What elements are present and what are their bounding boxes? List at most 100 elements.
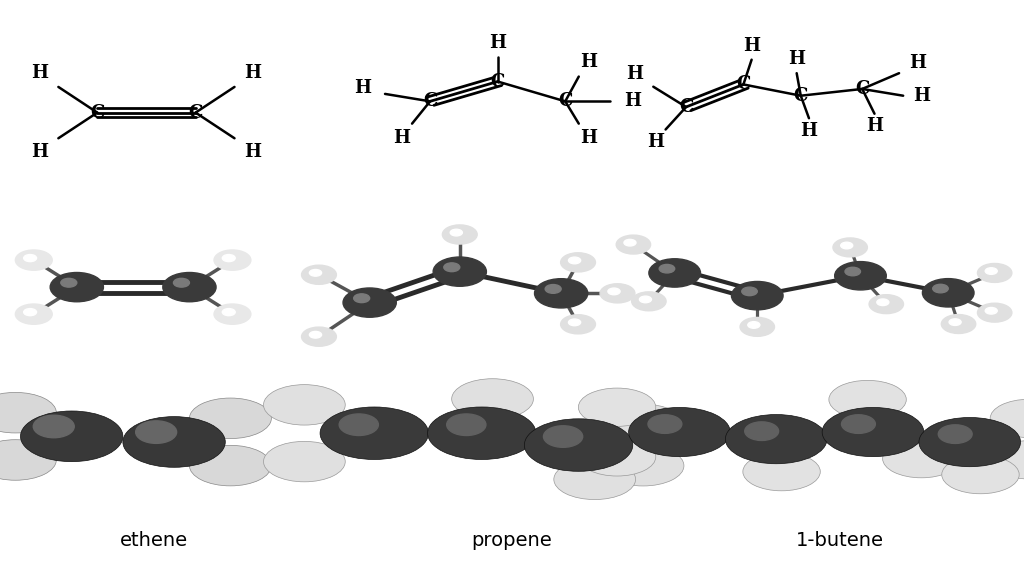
Circle shape bbox=[608, 288, 621, 295]
Ellipse shape bbox=[20, 411, 123, 462]
Circle shape bbox=[353, 294, 370, 303]
Text: C: C bbox=[679, 98, 693, 116]
Circle shape bbox=[50, 272, 103, 302]
Circle shape bbox=[869, 294, 903, 314]
Circle shape bbox=[600, 284, 635, 303]
Text: H: H bbox=[625, 92, 641, 110]
Circle shape bbox=[659, 265, 675, 273]
Circle shape bbox=[740, 318, 774, 336]
Circle shape bbox=[978, 303, 1012, 322]
Circle shape bbox=[731, 282, 783, 310]
Ellipse shape bbox=[554, 459, 636, 499]
Text: H: H bbox=[866, 117, 883, 135]
Circle shape bbox=[624, 239, 636, 246]
Text: H: H bbox=[743, 37, 760, 55]
Circle shape bbox=[941, 315, 976, 333]
Circle shape bbox=[339, 414, 379, 436]
Ellipse shape bbox=[883, 440, 961, 478]
Ellipse shape bbox=[263, 385, 345, 425]
Circle shape bbox=[451, 229, 463, 236]
Text: H: H bbox=[788, 50, 805, 68]
Text: C: C bbox=[423, 92, 437, 110]
Text: H: H bbox=[245, 64, 261, 82]
Ellipse shape bbox=[828, 381, 906, 419]
Circle shape bbox=[845, 267, 860, 276]
Circle shape bbox=[639, 296, 651, 303]
Text: C: C bbox=[90, 104, 104, 122]
Text: 1-butene: 1-butene bbox=[796, 531, 884, 550]
Circle shape bbox=[568, 257, 581, 264]
Circle shape bbox=[632, 292, 666, 311]
Ellipse shape bbox=[919, 418, 1021, 467]
Circle shape bbox=[24, 309, 37, 316]
Circle shape bbox=[222, 309, 236, 316]
Text: H: H bbox=[393, 129, 411, 147]
Circle shape bbox=[135, 421, 176, 444]
Text: H: H bbox=[581, 53, 598, 72]
Circle shape bbox=[842, 415, 876, 434]
Circle shape bbox=[616, 235, 650, 254]
Circle shape bbox=[544, 426, 583, 448]
Text: H: H bbox=[32, 144, 48, 162]
Circle shape bbox=[535, 279, 588, 308]
Circle shape bbox=[214, 250, 251, 270]
Circle shape bbox=[741, 287, 758, 296]
Text: H: H bbox=[801, 122, 817, 140]
Text: H: H bbox=[909, 54, 926, 72]
Circle shape bbox=[744, 422, 778, 440]
Circle shape bbox=[938, 425, 972, 444]
Circle shape bbox=[15, 304, 52, 324]
Ellipse shape bbox=[822, 408, 924, 457]
Text: propene: propene bbox=[472, 531, 552, 550]
Circle shape bbox=[433, 257, 486, 286]
Circle shape bbox=[309, 332, 322, 338]
Ellipse shape bbox=[0, 440, 56, 480]
Ellipse shape bbox=[428, 407, 536, 459]
Circle shape bbox=[222, 254, 236, 262]
Circle shape bbox=[949, 319, 962, 325]
Text: H: H bbox=[32, 64, 48, 82]
Circle shape bbox=[933, 284, 948, 293]
Circle shape bbox=[214, 304, 251, 324]
Text: C: C bbox=[736, 75, 751, 93]
Circle shape bbox=[835, 262, 887, 290]
Ellipse shape bbox=[321, 407, 428, 459]
Ellipse shape bbox=[579, 437, 655, 476]
Text: C: C bbox=[490, 73, 505, 91]
Ellipse shape bbox=[123, 417, 225, 467]
Circle shape bbox=[446, 414, 486, 436]
Ellipse shape bbox=[990, 441, 1024, 479]
Circle shape bbox=[978, 263, 1012, 283]
Circle shape bbox=[15, 250, 52, 270]
Circle shape bbox=[561, 253, 596, 272]
Text: C: C bbox=[558, 92, 572, 110]
Text: H: H bbox=[354, 79, 371, 97]
Circle shape bbox=[748, 321, 760, 328]
Text: H: H bbox=[489, 34, 506, 52]
Text: H: H bbox=[627, 65, 643, 83]
Circle shape bbox=[985, 307, 997, 314]
Circle shape bbox=[561, 315, 596, 334]
Ellipse shape bbox=[629, 408, 730, 457]
Ellipse shape bbox=[524, 419, 633, 471]
Circle shape bbox=[877, 299, 889, 306]
Ellipse shape bbox=[0, 392, 56, 433]
Circle shape bbox=[568, 319, 581, 326]
Ellipse shape bbox=[579, 388, 655, 426]
Text: C: C bbox=[794, 87, 808, 105]
Circle shape bbox=[173, 278, 189, 287]
Circle shape bbox=[60, 278, 77, 287]
Ellipse shape bbox=[452, 379, 534, 419]
Text: C: C bbox=[188, 104, 203, 122]
Ellipse shape bbox=[189, 445, 271, 486]
Text: H: H bbox=[245, 144, 261, 162]
Text: H: H bbox=[647, 133, 664, 151]
Circle shape bbox=[443, 263, 460, 271]
Circle shape bbox=[923, 279, 974, 307]
Circle shape bbox=[24, 254, 37, 262]
Text: H: H bbox=[581, 129, 598, 147]
Circle shape bbox=[343, 288, 396, 318]
Circle shape bbox=[648, 415, 682, 434]
Ellipse shape bbox=[942, 455, 1019, 494]
Text: H: H bbox=[913, 87, 930, 105]
